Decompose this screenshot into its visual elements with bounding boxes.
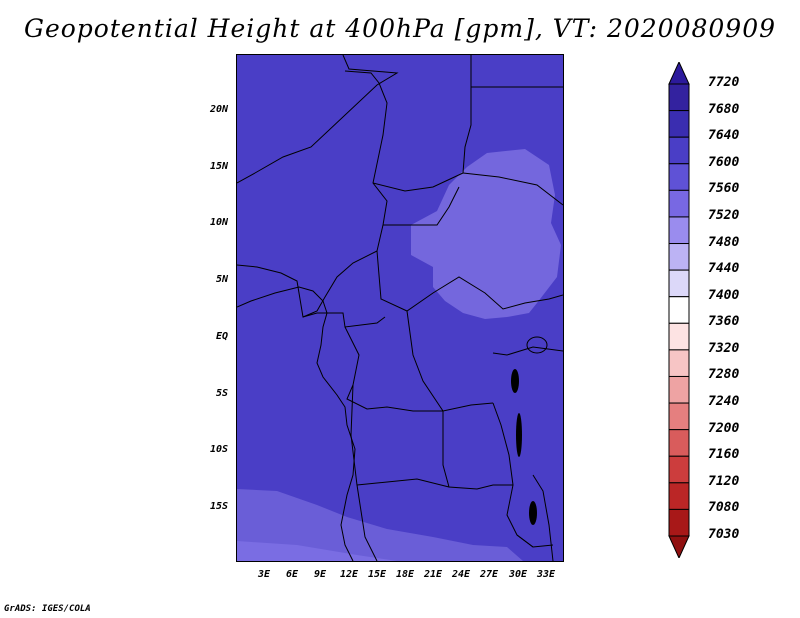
colorbar-label: 7480	[708, 234, 740, 250]
colorbar-label: 7280	[708, 367, 740, 383]
colorbar-swatch	[668, 136, 690, 165]
lon-tick-label: 9E	[313, 569, 327, 580]
colorbar-label: 7680	[708, 101, 740, 117]
colorbar-cap-bottom	[668, 535, 690, 560]
colorbar	[664, 60, 694, 562]
lon-tick-label: 27E	[479, 569, 499, 580]
colorbar-swatch	[668, 83, 690, 112]
lon-tick-label: 24E	[451, 569, 471, 580]
colorbar-label: 7320	[708, 340, 740, 356]
colorbar-swatch	[668, 163, 690, 191]
colorbar-label: 7120	[708, 473, 740, 489]
colorbar-label: 7080	[708, 500, 740, 516]
colorbar-label: 7240	[708, 394, 740, 410]
lat-tick-label: 10S	[209, 444, 228, 455]
colorbar-label: 7520	[708, 207, 740, 223]
colorbar-label: 7200	[708, 420, 740, 436]
lon-tick-label: 15E	[367, 569, 387, 580]
colorbar-label: 7720	[708, 75, 740, 90]
colorbar-swatch	[668, 322, 690, 351]
colorbar-swatch	[668, 375, 690, 404]
colorbar-label: 7400	[708, 287, 740, 303]
lat-tick-label: 15N	[209, 161, 228, 172]
colorbar-label: 7560	[708, 181, 740, 197]
colorbar-scale	[668, 60, 690, 560]
colorbar-label: 7600	[708, 154, 740, 170]
colorbar-swatch	[668, 296, 690, 324]
colorbar-swatch	[668, 216, 690, 245]
colorbar-swatch	[668, 429, 690, 457]
height-field	[237, 55, 563, 561]
colorbar-swatch	[668, 269, 690, 298]
lon-tick-label: 6E	[285, 569, 299, 580]
colorbar-swatch	[668, 402, 690, 431]
colorbar-swatch	[668, 482, 690, 510]
lon-tick-label: 18E	[395, 569, 415, 580]
colorbar-swatch	[668, 243, 690, 271]
lat-tick-label: EQ	[215, 331, 228, 342]
grads-footer: GrADS: IGES/COLA	[4, 604, 91, 614]
lat-tick-label: 15S	[209, 501, 228, 512]
field-region-north	[411, 149, 561, 319]
colorbar-swatch	[668, 508, 690, 537]
colorbar-cap-top	[668, 60, 690, 85]
lat-tick-label: 5S	[215, 388, 228, 399]
colorbar-swatch	[668, 349, 690, 377]
map-title: Geopotential Height at 400hPa [gpm], VT:…	[23, 14, 777, 43]
colorbar-swatch	[668, 189, 690, 218]
lon-tick-label: 33E	[536, 569, 556, 580]
colorbar-label: 7440	[708, 261, 740, 277]
colorbar-label: 7030	[708, 527, 740, 542]
lon-tick-label: 12E	[339, 569, 359, 580]
lon-tick-label: 21E	[423, 569, 443, 580]
map-panel	[236, 54, 564, 562]
lon-tick-label: 30E	[508, 569, 528, 580]
lat-tick-label: 20N	[209, 104, 228, 115]
country-borders	[237, 55, 563, 561]
colorbar-swatch	[668, 455, 690, 484]
lat-tick-label: 10N	[209, 217, 228, 228]
lon-tick-label: 3E	[257, 569, 271, 580]
field-region-southwest	[237, 541, 397, 561]
colorbar-label: 7360	[708, 314, 740, 330]
field-region-south	[237, 489, 523, 561]
colorbar-label: 7640	[708, 128, 740, 144]
lat-tick-label: 5N	[215, 274, 228, 285]
colorbar-label: 7160	[708, 447, 740, 463]
lakes	[511, 336, 548, 525]
colorbar-swatch	[668, 110, 690, 138]
